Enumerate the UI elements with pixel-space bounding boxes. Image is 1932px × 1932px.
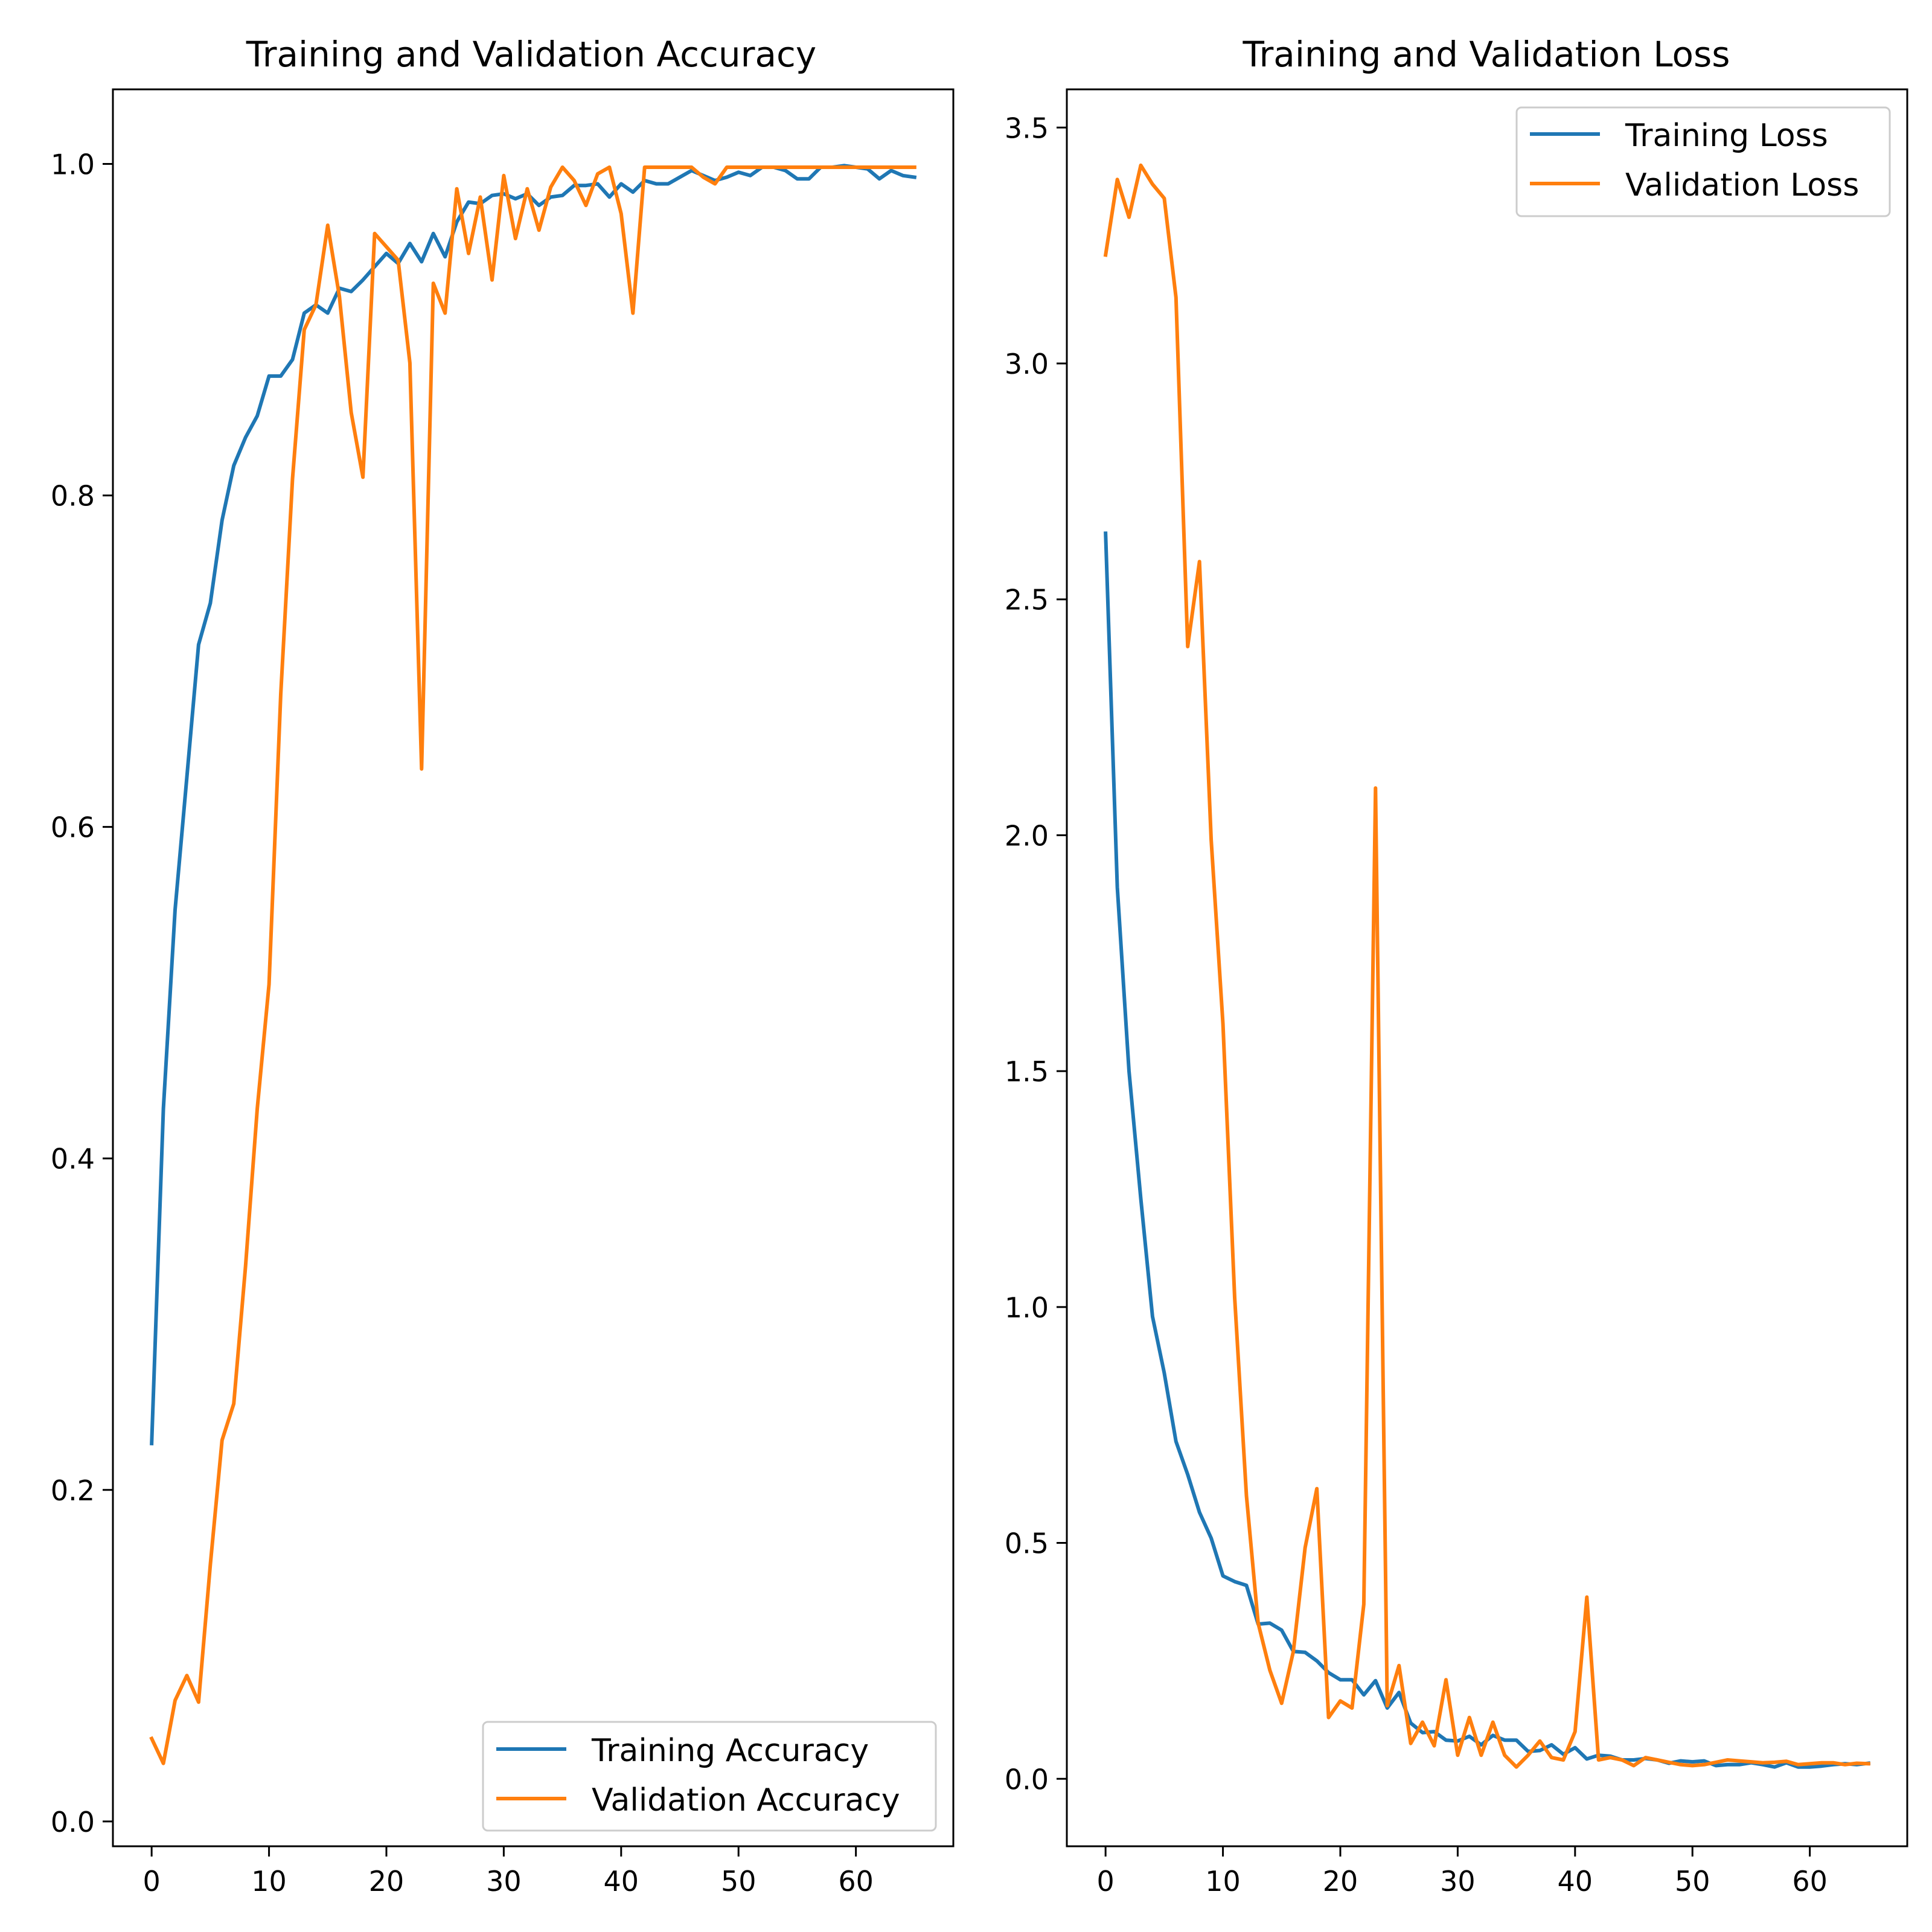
accuracy-y-tick-label: 0.6 (51, 811, 95, 844)
loss-y-ticks: 0.0 0.5 1.0 1.5 2.0 2.5 3.0 3.5 (1005, 112, 1067, 1796)
loss-legend: Training Loss Validation Loss (1515, 106, 1891, 217)
loss-y-tick-label: 0.0 (1005, 1763, 1049, 1796)
loss-series-validation-loss-line (1103, 163, 1870, 1769)
accuracy-x-tick-label: 40 (604, 1865, 639, 1898)
loss-chart: Training and Validation Loss 0 10 20 30 40 50… (1005, 34, 1908, 1898)
loss-y-tick-label: 1.0 (1005, 1291, 1049, 1324)
loss-x-ticks: 0 10 20 30 40 50 60 (1097, 1846, 1828, 1898)
accuracy-x-tick-label: 10 (251, 1865, 287, 1898)
loss-x-tick-label: 30 (1440, 1865, 1476, 1898)
accuracy-series-training-accuracy-line (150, 164, 917, 1446)
loss-x-tick-label: 60 (1792, 1865, 1828, 1898)
accuracy-x-tick-label: 50 (721, 1865, 756, 1898)
loss-x-tick-label: 50 (1675, 1865, 1710, 1898)
loss-x-tick-label: 20 (1323, 1865, 1358, 1898)
loss-y-tick-label: 2.0 (1005, 819, 1049, 852)
accuracy-x-tick-label: 0 (143, 1865, 161, 1898)
loss-y-tick-label: 3.0 (1005, 348, 1049, 380)
accuracy-y-tick-label: 0.8 (51, 480, 95, 513)
loss-y-tick-label: 3.5 (1005, 112, 1049, 144)
accuracy-series-layer (149, 164, 917, 1765)
accuracy-legend-label-validation: Validation Accuracy (592, 1782, 900, 1818)
loss-legend-label-validation: Validation Loss (1625, 167, 1859, 203)
loss-axes-frame (1066, 88, 1908, 1847)
accuracy-x-ticks: 0 10 20 30 40 50 60 (143, 1846, 874, 1898)
accuracy-chart: Training and Validation Accuracy 0 10 20 30… (51, 34, 955, 1898)
loss-y-tick-label: 0.5 (1005, 1527, 1049, 1560)
accuracy-legend: Training Accuracy Validation Accuracy (482, 1721, 937, 1832)
accuracy-y-tick-label: 0.2 (51, 1474, 95, 1507)
loss-x-tick-label: 40 (1558, 1865, 1593, 1898)
accuracy-legend-label-training: Training Accuracy (591, 1733, 869, 1769)
loss-legend-label-training: Training Loss (1625, 118, 1828, 154)
accuracy-y-tick-label: 0.4 (51, 1143, 95, 1176)
loss-x-tick-label: 0 (1097, 1865, 1115, 1898)
accuracy-legend-box (482, 1721, 937, 1832)
loss-y-tick-label: 2.5 (1005, 584, 1049, 616)
loss-chart-title: Training and Validation Loss (1243, 34, 1730, 75)
accuracy-x-tick-label: 20 (369, 1865, 405, 1898)
accuracy-y-tick-label: 1.0 (51, 149, 95, 181)
loss-x-tick-label: 10 (1205, 1865, 1241, 1898)
accuracy-axes-frame (112, 88, 955, 1847)
accuracy-x-tick-label: 30 (486, 1865, 522, 1898)
accuracy-series-validation-accuracy-line (149, 165, 916, 1765)
loss-y-tick-label: 1.5 (1005, 1055, 1049, 1088)
accuracy-chart-title: Training and Validation Accuracy (246, 34, 816, 75)
accuracy-y-ticks: 0.0 0.2 0.4 0.6 0.8 1.0 (51, 149, 113, 1838)
loss-series-layer (1103, 163, 1871, 1769)
loss-legend-box (1515, 106, 1891, 217)
accuracy-x-tick-label: 60 (838, 1865, 874, 1898)
accuracy-y-tick-label: 0.0 (51, 1806, 95, 1838)
